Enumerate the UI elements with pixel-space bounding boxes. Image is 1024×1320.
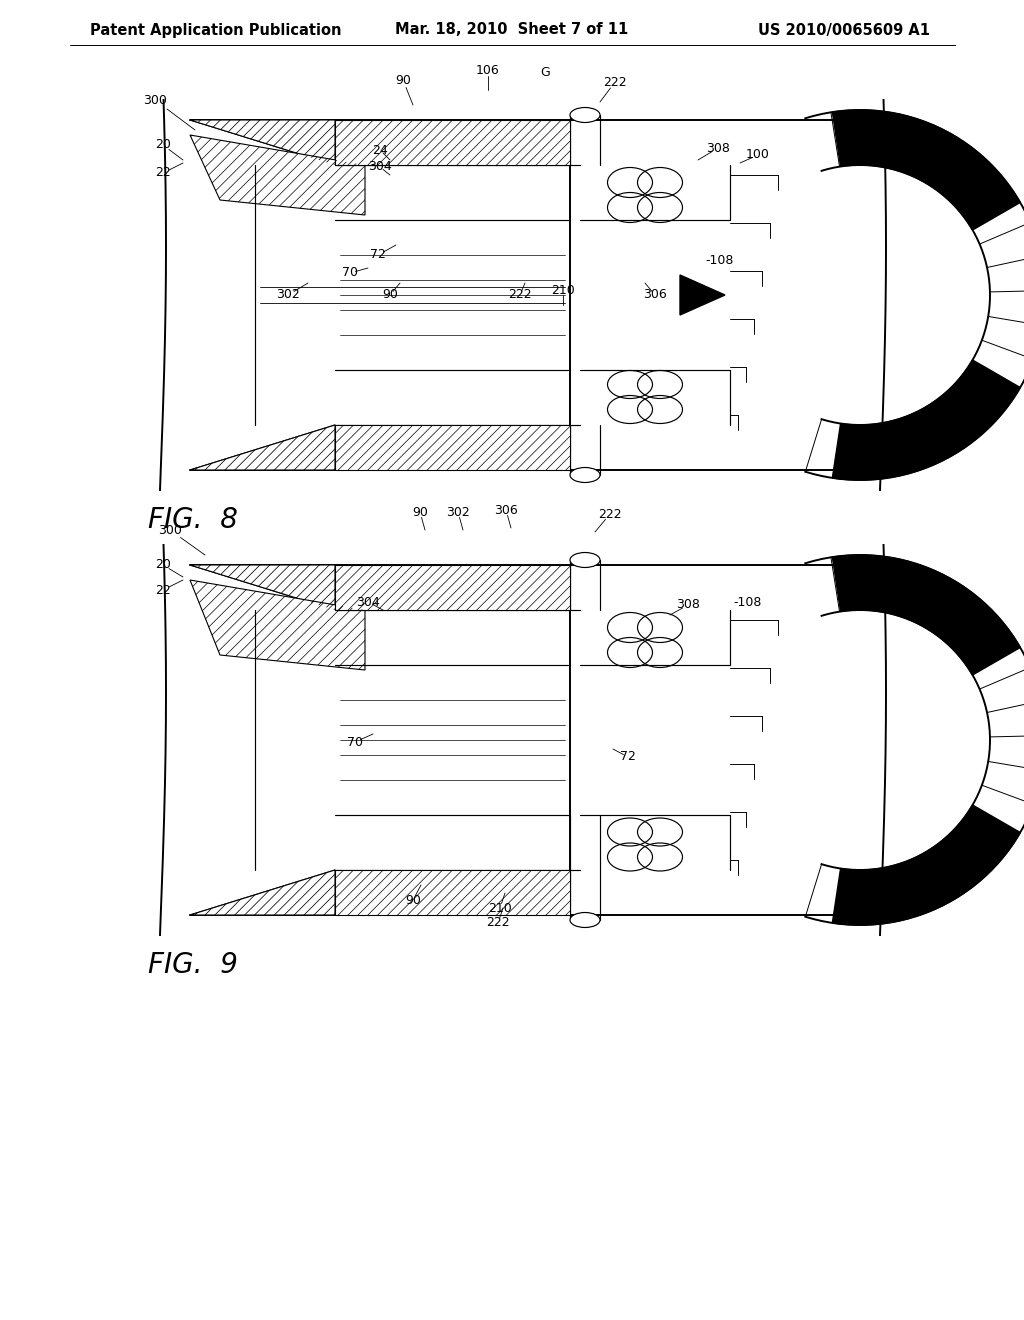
Text: 304: 304 bbox=[368, 161, 392, 173]
PathPatch shape bbox=[190, 870, 335, 915]
Text: 20: 20 bbox=[155, 139, 171, 152]
PathPatch shape bbox=[190, 579, 365, 671]
Text: US 2010/0065609 A1: US 2010/0065609 A1 bbox=[758, 22, 930, 37]
PathPatch shape bbox=[190, 425, 335, 470]
Text: 306: 306 bbox=[643, 289, 667, 301]
Text: 22: 22 bbox=[155, 166, 171, 180]
Text: 300: 300 bbox=[143, 94, 167, 107]
Text: 90: 90 bbox=[412, 506, 428, 519]
Text: G: G bbox=[540, 66, 550, 78]
Polygon shape bbox=[833, 805, 1020, 925]
Text: 302: 302 bbox=[276, 289, 300, 301]
Text: 22: 22 bbox=[155, 583, 171, 597]
Text: 210: 210 bbox=[551, 284, 574, 297]
Text: 308: 308 bbox=[676, 598, 700, 611]
Text: 308: 308 bbox=[707, 141, 730, 154]
Polygon shape bbox=[190, 565, 335, 610]
Text: -108: -108 bbox=[706, 253, 734, 267]
Text: 90: 90 bbox=[382, 289, 398, 301]
Text: 222: 222 bbox=[603, 75, 627, 88]
Text: 306: 306 bbox=[495, 503, 518, 516]
Text: 222: 222 bbox=[508, 289, 531, 301]
Text: 300: 300 bbox=[158, 524, 182, 536]
Text: FIG.  9: FIG. 9 bbox=[148, 950, 238, 979]
Text: 72: 72 bbox=[621, 751, 636, 763]
Text: 304: 304 bbox=[356, 595, 380, 609]
Polygon shape bbox=[190, 135, 365, 215]
PathPatch shape bbox=[190, 120, 335, 165]
Text: 302: 302 bbox=[446, 506, 470, 519]
Text: 222: 222 bbox=[598, 507, 622, 520]
Ellipse shape bbox=[570, 107, 600, 123]
Text: 70: 70 bbox=[342, 267, 358, 280]
Polygon shape bbox=[190, 579, 365, 671]
Polygon shape bbox=[335, 120, 570, 165]
Text: 20: 20 bbox=[155, 558, 171, 572]
Polygon shape bbox=[335, 565, 570, 610]
Ellipse shape bbox=[570, 467, 600, 483]
Polygon shape bbox=[833, 360, 1020, 480]
Polygon shape bbox=[335, 870, 570, 915]
Polygon shape bbox=[190, 870, 335, 915]
PathPatch shape bbox=[190, 135, 365, 215]
Polygon shape bbox=[833, 110, 1020, 230]
Text: Mar. 18, 2010  Sheet 7 of 11: Mar. 18, 2010 Sheet 7 of 11 bbox=[395, 22, 629, 37]
Text: 90: 90 bbox=[406, 894, 421, 907]
Text: FIG.  8: FIG. 8 bbox=[148, 506, 238, 535]
Polygon shape bbox=[190, 425, 335, 470]
Text: 90: 90 bbox=[395, 74, 411, 87]
Text: 70: 70 bbox=[347, 735, 362, 748]
Text: 100: 100 bbox=[746, 149, 770, 161]
Polygon shape bbox=[335, 425, 570, 470]
Polygon shape bbox=[680, 275, 725, 315]
PathPatch shape bbox=[335, 120, 570, 165]
Text: 72: 72 bbox=[370, 248, 386, 261]
PathPatch shape bbox=[190, 565, 335, 610]
Polygon shape bbox=[190, 120, 335, 165]
Text: 222: 222 bbox=[486, 916, 510, 929]
Ellipse shape bbox=[570, 912, 600, 928]
Text: Patent Application Publication: Patent Application Publication bbox=[90, 22, 341, 37]
Text: 24: 24 bbox=[372, 144, 388, 157]
Text: 210: 210 bbox=[488, 902, 512, 915]
PathPatch shape bbox=[335, 565, 570, 610]
Ellipse shape bbox=[570, 553, 600, 568]
Text: 106: 106 bbox=[476, 63, 500, 77]
Polygon shape bbox=[833, 554, 1020, 675]
Text: -108: -108 bbox=[734, 595, 762, 609]
PathPatch shape bbox=[335, 870, 570, 915]
PathPatch shape bbox=[335, 425, 570, 470]
